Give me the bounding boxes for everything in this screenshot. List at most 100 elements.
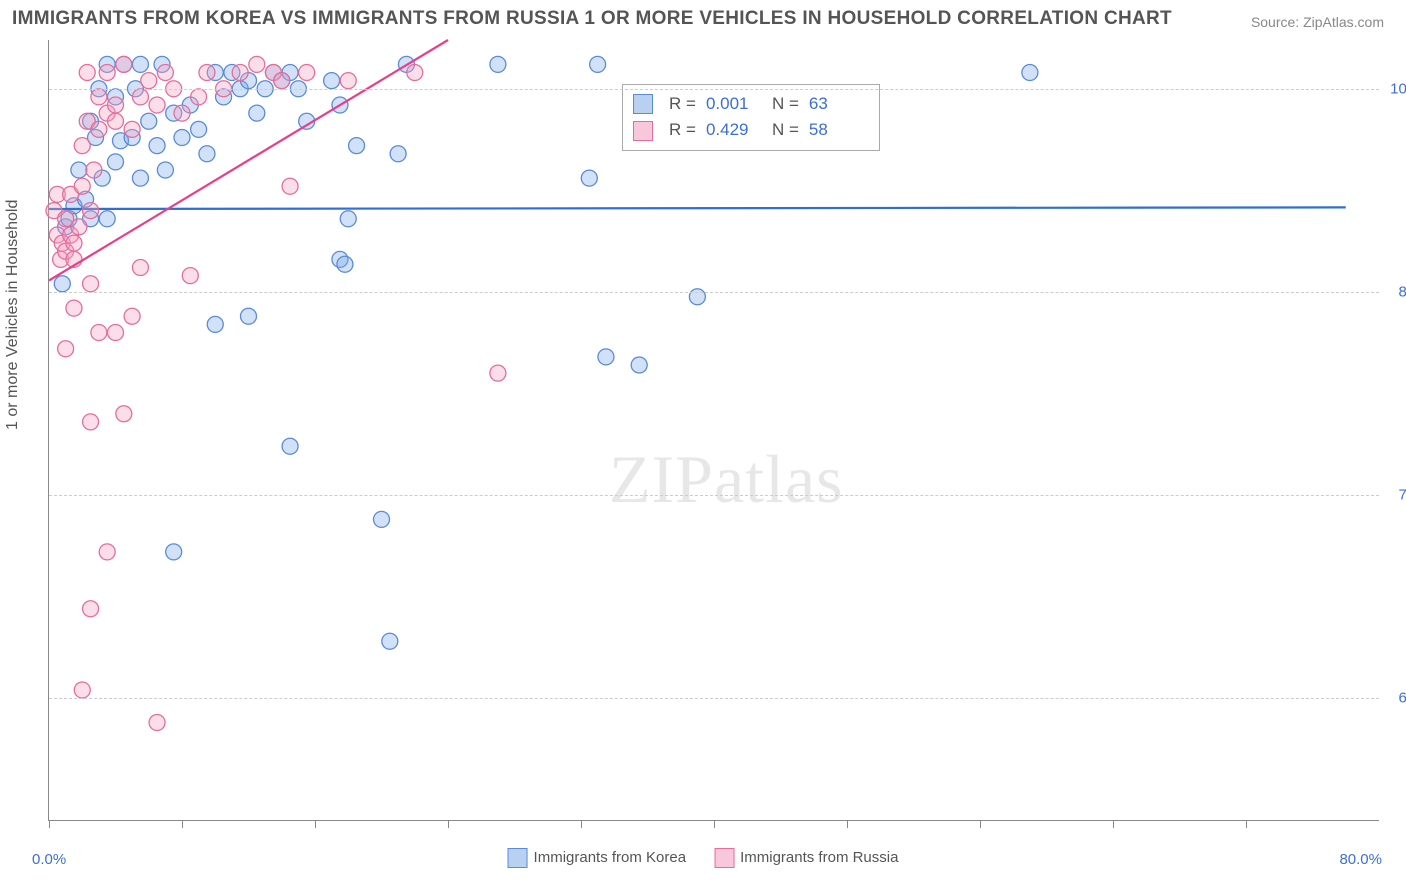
x-tick: [315, 820, 316, 828]
data-point: [116, 406, 132, 422]
data-point: [490, 56, 506, 72]
y-tick-label: 75.0%: [1385, 487, 1406, 504]
data-point: [598, 349, 614, 365]
x-max-label: 80.0%: [1339, 851, 1382, 868]
data-point: [349, 138, 365, 154]
bottom-legend-item: Immigrants from Russia: [714, 848, 898, 868]
x-tick: [448, 820, 449, 828]
data-point: [71, 219, 87, 235]
legend-swatch: [633, 121, 653, 141]
data-point: [374, 511, 390, 527]
data-point: [199, 146, 215, 162]
legend-swatch: [633, 94, 653, 114]
data-point: [590, 56, 606, 72]
data-point: [232, 65, 248, 81]
legend-swatch: [714, 848, 734, 868]
data-point: [407, 65, 423, 81]
data-point: [108, 113, 124, 129]
data-point: [58, 341, 74, 357]
y-tick-label: 100.0%: [1385, 80, 1406, 97]
data-point: [249, 105, 265, 121]
data-point: [174, 130, 190, 146]
data-point: [199, 65, 215, 81]
data-point: [71, 162, 87, 178]
data-point: [108, 97, 124, 113]
data-point: [66, 300, 82, 316]
data-point: [157, 162, 173, 178]
data-point: [207, 316, 223, 332]
data-point: [631, 357, 647, 373]
x-tick: [714, 820, 715, 828]
data-point: [116, 56, 132, 72]
x-tick: [1113, 820, 1114, 828]
data-point: [66, 235, 82, 251]
data-point: [91, 89, 107, 105]
data-point: [132, 89, 148, 105]
data-point: [340, 73, 356, 89]
x-tick: [182, 820, 183, 828]
x-min-label: 0.0%: [32, 851, 66, 868]
data-point: [337, 256, 353, 272]
data-point: [149, 138, 165, 154]
data-point: [191, 89, 207, 105]
data-point: [83, 414, 99, 430]
legend-label: Immigrants from Russia: [740, 849, 898, 866]
data-point: [324, 73, 340, 89]
data-point: [249, 56, 265, 72]
data-point: [157, 65, 173, 81]
x-tick: [980, 820, 981, 828]
data-point: [1022, 65, 1038, 81]
data-point: [54, 276, 70, 292]
data-point: [132, 170, 148, 186]
data-point: [99, 544, 115, 560]
data-point: [83, 203, 99, 219]
data-point: [74, 682, 90, 698]
trend-line: [49, 207, 1346, 209]
x-tick: [49, 820, 50, 828]
bottom-legend-item: Immigrants from Korea: [508, 848, 687, 868]
data-point: [108, 154, 124, 170]
gridline-h: [49, 495, 1379, 496]
x-tick: [1246, 820, 1247, 828]
data-point: [132, 56, 148, 72]
data-point: [166, 544, 182, 560]
data-point: [299, 65, 315, 81]
legend-swatch: [508, 848, 528, 868]
data-point: [83, 276, 99, 292]
bottom-legend: Immigrants from Korea Immigrants from Rus…: [508, 848, 899, 868]
data-point: [274, 73, 290, 89]
data-point: [124, 308, 140, 324]
data-point: [149, 97, 165, 113]
gridline-h: [49, 89, 1379, 90]
data-point: [99, 211, 115, 227]
x-tick: [847, 820, 848, 828]
legend-row: R = 0.001N = 63: [633, 91, 865, 117]
y-tick-label: 87.5%: [1385, 283, 1406, 300]
y-axis-label: 1 or more Vehicles in Household: [4, 200, 22, 430]
data-point: [182, 268, 198, 284]
data-point: [108, 325, 124, 341]
data-point: [91, 121, 107, 137]
data-point: [340, 211, 356, 227]
data-point: [74, 138, 90, 154]
data-point: [99, 65, 115, 81]
correlation-legend: R = 0.001N = 63R = 0.429N = 58: [622, 84, 880, 151]
gridline-h: [49, 698, 1379, 699]
data-point: [390, 146, 406, 162]
gridline-h: [49, 292, 1379, 293]
legend-label: Immigrants from Korea: [534, 849, 687, 866]
data-point: [86, 162, 102, 178]
data-point: [74, 178, 90, 194]
chart-title: IMMIGRANTS FROM KOREA VS IMMIGRANTS FROM…: [12, 8, 1172, 30]
data-point: [79, 65, 95, 81]
data-point: [490, 365, 506, 381]
legend-row: R = 0.429N = 58: [633, 117, 865, 143]
data-point: [141, 73, 157, 89]
data-point: [141, 113, 157, 129]
data-point: [83, 601, 99, 617]
data-point: [132, 260, 148, 276]
data-point: [149, 715, 165, 731]
data-point: [124, 121, 140, 137]
source-label: Source: ZipAtlas.com: [1251, 14, 1384, 30]
plot-area: ZIPatlas R = 0.001N = 63R = 0.429N = 58 …: [48, 40, 1379, 821]
